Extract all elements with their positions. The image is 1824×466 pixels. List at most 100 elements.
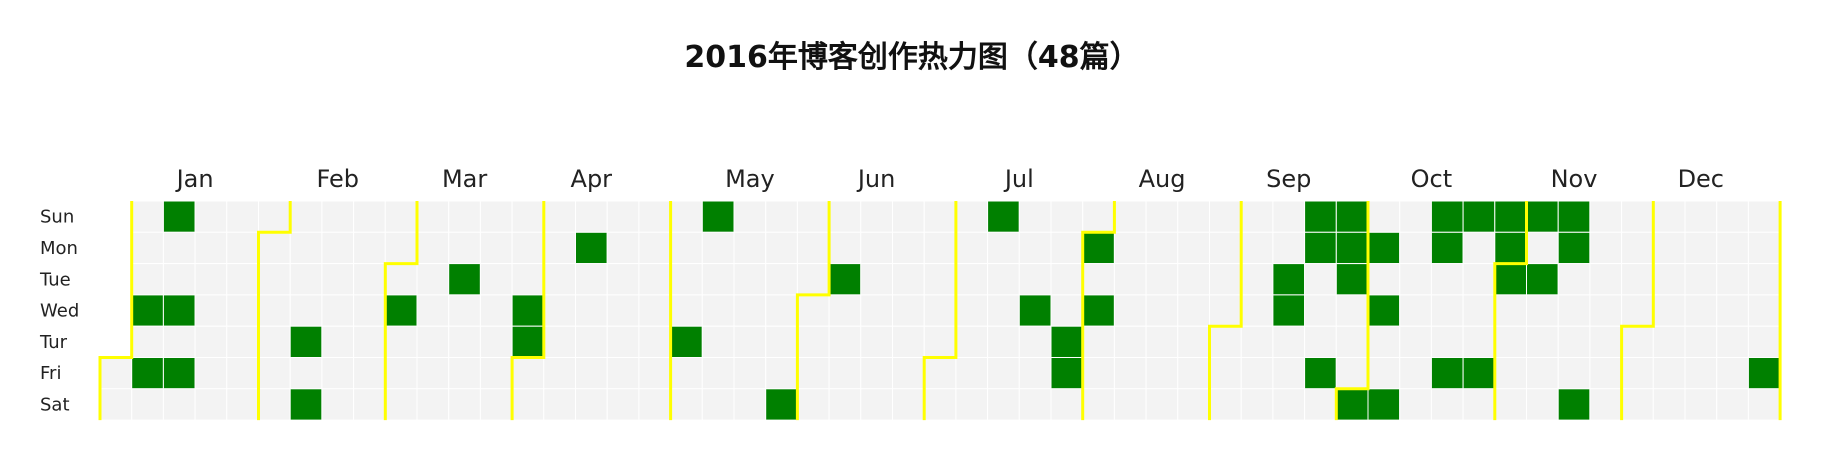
heatmap-cell — [131, 231, 164, 265]
heatmap-cell — [1113, 231, 1147, 265]
heatmap-cell-active — [828, 263, 862, 296]
heatmap-cell — [796, 294, 830, 327]
heatmap-cell — [99, 388, 133, 421]
heatmap-cell — [353, 294, 386, 327]
heatmap-cell — [828, 388, 862, 421]
day-label: Wed — [40, 301, 79, 322]
heatmap-cell — [1557, 357, 1591, 390]
heatmap-cell — [1684, 200, 1718, 233]
heatmap-cell-active — [1304, 200, 1337, 233]
heatmap-cell — [575, 200, 608, 233]
heatmap-cell — [1526, 294, 1559, 327]
heatmap-cell-active — [1335, 263, 1369, 296]
heatmap-cell — [194, 231, 228, 265]
heatmap-cell — [384, 325, 418, 359]
heatmap-cell-active — [1557, 388, 1591, 421]
heatmap-cell — [638, 231, 672, 265]
heatmap-cell — [1684, 357, 1718, 390]
heatmap-cell — [511, 200, 545, 233]
heatmap-cell — [733, 200, 767, 233]
heatmap-cell — [638, 294, 672, 327]
heatmap-cell-active — [1526, 263, 1559, 296]
heatmap-cell-active — [1747, 357, 1781, 390]
heatmap-cell — [860, 263, 893, 296]
heatmap-cell — [162, 325, 196, 359]
heatmap-cell — [543, 294, 576, 327]
heatmap-cell — [1145, 263, 1179, 296]
heatmap-cell — [733, 357, 767, 390]
heatmap-cell — [1621, 231, 1654, 265]
month-boundary-line — [1081, 201, 1116, 421]
heatmap-cell-active — [1050, 357, 1084, 390]
heatmap-cell — [226, 357, 260, 390]
heatmap-cell — [1526, 231, 1559, 265]
heatmap-cell — [1557, 325, 1591, 359]
heatmap-cell — [670, 357, 703, 390]
heatmap-cell — [1145, 388, 1179, 421]
heatmap-cell — [923, 294, 957, 327]
heatmap-cell — [606, 294, 640, 327]
heatmap-cell — [543, 388, 576, 421]
heatmap-cell — [1177, 231, 1211, 265]
heatmap-cell — [765, 357, 798, 390]
heatmap-cell-active — [1557, 231, 1591, 265]
heatmap-cell — [1652, 325, 1686, 359]
heatmap-cell-active — [384, 294, 418, 327]
heatmap-cell — [1335, 357, 1369, 390]
heatmap-cell-active — [1304, 231, 1337, 265]
heatmap-cell — [1367, 357, 1401, 390]
heatmap-cells — [99, 200, 1781, 421]
heatmap-cell — [955, 263, 989, 296]
heatmap-cell — [353, 231, 386, 265]
heatmap-cell — [162, 388, 196, 421]
heatmap-cell — [701, 263, 735, 296]
heatmap-cell — [384, 263, 418, 296]
month-label: Oct — [1411, 165, 1453, 193]
heatmap-cell — [543, 263, 576, 296]
heatmap-cell — [321, 231, 355, 265]
heatmap-cell — [1240, 388, 1274, 421]
heatmap-cell — [860, 325, 893, 359]
heatmap-cell — [670, 294, 703, 327]
heatmap-cell — [1621, 388, 1654, 421]
heatmap-cell — [987, 325, 1020, 359]
heatmap-cell — [1018, 263, 1052, 296]
heatmap-cell — [543, 325, 576, 359]
heatmap-cell — [289, 200, 323, 233]
heatmap-cell — [1399, 231, 1432, 265]
heatmap-cell — [828, 200, 862, 233]
heatmap-cell — [1209, 294, 1242, 327]
heatmap-cell — [1462, 388, 1496, 421]
heatmap-cell — [670, 388, 703, 421]
heatmap-cell — [479, 325, 513, 359]
heatmap-cell — [1050, 388, 1084, 421]
heatmap-cell — [479, 200, 513, 233]
heatmap-cell — [860, 388, 893, 421]
day-label: Sat — [40, 394, 70, 415]
heatmap-cell — [1430, 325, 1464, 359]
month-label: May — [725, 165, 775, 193]
heatmap-cell — [353, 388, 386, 421]
heatmap-cell — [923, 231, 957, 265]
heatmap-cell — [1684, 231, 1718, 265]
month-label: Sep — [1266, 165, 1311, 193]
heatmap-cell — [1240, 357, 1274, 390]
heatmap-cell — [1050, 231, 1084, 265]
heatmap-cell — [1367, 263, 1401, 296]
heatmap-cell-active — [1462, 200, 1496, 233]
heatmap-cell-active — [1494, 200, 1528, 233]
heatmap-cell — [955, 388, 989, 421]
heatmap-cell — [1209, 357, 1242, 390]
heatmap-cell — [1145, 325, 1179, 359]
heatmap-cell — [606, 200, 640, 233]
heatmap-cell-active — [1050, 325, 1084, 359]
heatmap-cell — [923, 200, 957, 233]
heatmap-cell — [638, 325, 672, 359]
heatmap-cell — [194, 388, 228, 421]
heatmap-cell — [1145, 357, 1179, 390]
heatmap-cell — [1589, 263, 1623, 296]
month-label: Nov — [1551, 165, 1598, 193]
heatmap-cell — [353, 357, 386, 390]
heatmap-cell — [384, 231, 418, 265]
heatmap-cell — [1716, 263, 1749, 296]
